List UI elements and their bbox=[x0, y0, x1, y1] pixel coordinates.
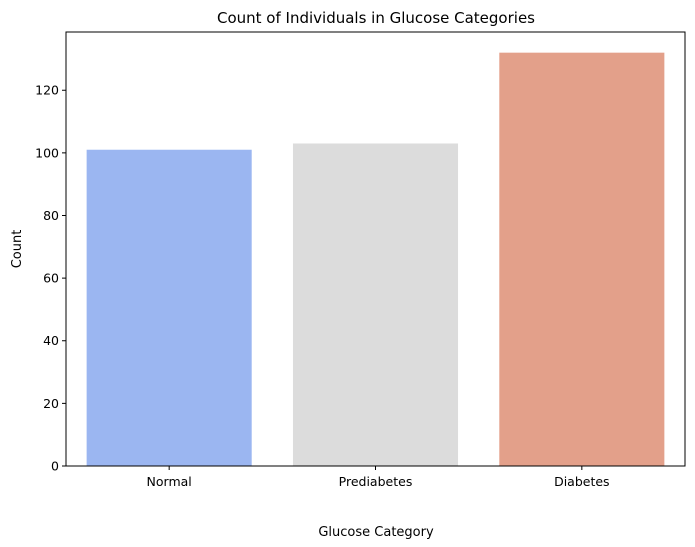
bars-group bbox=[86, 52, 665, 467]
bar-normal bbox=[86, 149, 252, 467]
x-tick-label: Normal bbox=[147, 474, 192, 489]
y-tick-label: 40 bbox=[43, 333, 59, 348]
y-axis-ticks: 0 20 40 60 80 100 120 bbox=[35, 83, 66, 474]
y-tick-label: 120 bbox=[35, 83, 59, 98]
x-tick-label: Prediabetes bbox=[339, 474, 413, 489]
x-axis-label: Glucose Category bbox=[318, 525, 434, 540]
bar-prediabetes bbox=[292, 143, 459, 467]
x-axis-ticks: Normal Prediabetes Diabetes bbox=[147, 466, 610, 489]
y-axis-label: Count bbox=[10, 230, 25, 269]
plot-frame bbox=[65, 31, 686, 467]
y-tick-label: 60 bbox=[43, 271, 59, 286]
y-tick-label: 80 bbox=[43, 208, 59, 223]
y-tick-label: 20 bbox=[43, 396, 59, 411]
x-tick-label: Diabetes bbox=[554, 474, 610, 489]
y-tick-label: 0 bbox=[51, 459, 59, 474]
bar-diabetes bbox=[499, 52, 665, 467]
chart-title: Count of Individuals in Glucose Categori… bbox=[217, 9, 535, 27]
y-tick-label: 100 bbox=[35, 145, 59, 160]
